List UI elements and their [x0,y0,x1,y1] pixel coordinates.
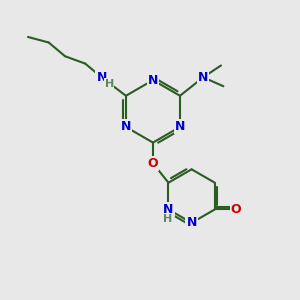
Text: N: N [198,71,208,84]
Text: O: O [231,203,242,216]
Text: N: N [175,121,185,134]
Text: O: O [148,157,158,170]
Text: N: N [163,203,174,216]
Text: N: N [148,74,158,87]
Text: N: N [96,71,107,84]
Text: H: H [163,214,172,224]
Text: N: N [186,216,197,229]
Text: N: N [121,121,131,134]
Text: H: H [105,79,114,89]
